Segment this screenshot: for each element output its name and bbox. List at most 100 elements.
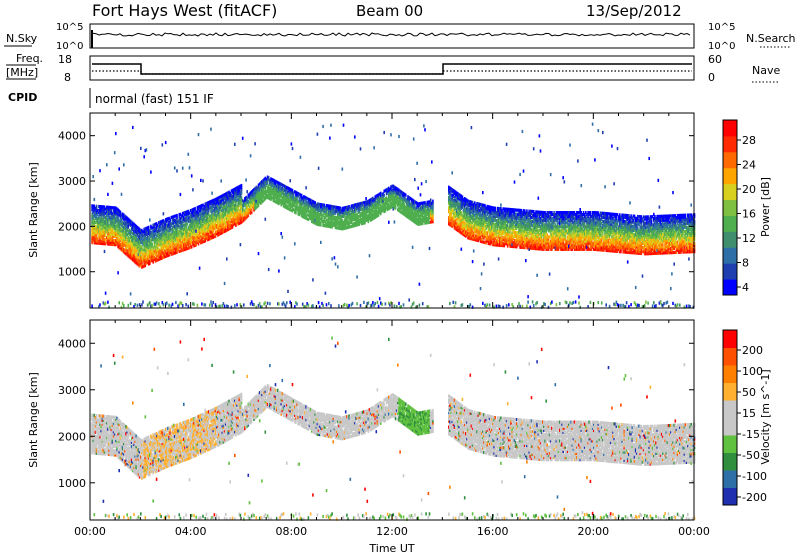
power-cell (378, 198, 381, 202)
power-cell (188, 166, 191, 170)
power-cell (178, 235, 181, 239)
power-cell (137, 241, 140, 245)
power-cell (184, 237, 186, 241)
power-cell (99, 303, 101, 307)
power-cell (108, 232, 110, 236)
power-cell (167, 241, 169, 245)
power-cell (346, 213, 348, 217)
power-cell (394, 190, 397, 194)
power-cell (200, 235, 202, 239)
power-cell (226, 208, 228, 212)
power-cell (142, 256, 144, 260)
power-cell (160, 254, 162, 258)
power-cell (342, 212, 345, 216)
power-cell (288, 191, 290, 195)
power-cell (137, 257, 140, 261)
power-cell (153, 223, 156, 227)
power-cell (292, 195, 295, 199)
power-cell (214, 214, 217, 218)
power-cell (314, 219, 316, 223)
power-cell (176, 213, 178, 218)
power-cell (164, 232, 167, 236)
power-cell (373, 216, 375, 220)
power-cell (279, 200, 281, 204)
power-cell (235, 217, 237, 221)
power-cell (161, 237, 164, 242)
power-cell (311, 304, 313, 308)
power-cell (153, 243, 156, 247)
power-cell (160, 246, 162, 250)
power-cell (138, 303, 141, 307)
power-cell (204, 212, 207, 216)
power-cell (383, 130, 385, 135)
power-cell (110, 238, 113, 242)
power-cell (311, 201, 313, 205)
power-cell (239, 243, 242, 247)
power-cell (266, 195, 269, 200)
power-cell (207, 217, 210, 221)
power-cell (176, 218, 178, 222)
power-cell (337, 265, 339, 269)
power-cell (300, 202, 303, 206)
power-cell (195, 241, 197, 245)
power-cell (278, 183, 280, 187)
power-cell (126, 236, 128, 241)
power-cell (361, 221, 364, 225)
power-cell (141, 232, 143, 236)
power-cell (160, 232, 162, 236)
power-cell (229, 206, 231, 210)
power-cell (398, 190, 400, 194)
power-cell (371, 201, 373, 205)
power-cell (185, 303, 187, 307)
power-cell (403, 213, 406, 217)
power-cell (155, 238, 158, 242)
power-cell (137, 252, 140, 257)
power-cell (258, 200, 261, 204)
power-cell (201, 236, 203, 240)
power-cell (207, 203, 210, 207)
power-cell (282, 192, 285, 196)
power-cell (298, 192, 301, 196)
power-cell (99, 225, 101, 229)
power-cell (202, 236, 204, 240)
power-cell (386, 207, 389, 212)
power-cell (341, 167, 344, 171)
power-cell (181, 234, 184, 238)
power-cell (277, 183, 279, 187)
power-cell (141, 265, 143, 269)
power-cell (125, 221, 127, 225)
power-cell (249, 201, 252, 205)
power-cell (211, 234, 213, 238)
power-cell (146, 238, 149, 242)
power-cell (281, 302, 284, 306)
power-cell (245, 195, 247, 199)
power-cell (187, 304, 190, 308)
power-cell (184, 241, 186, 245)
power-cell (209, 235, 211, 239)
power-cell (158, 229, 160, 233)
power-cell (205, 234, 208, 238)
power-cell (273, 189, 276, 193)
power-cell (223, 201, 226, 205)
power-cell (102, 205, 105, 209)
power-cell (351, 214, 354, 218)
power-cell (101, 211, 104, 215)
power-cell (171, 227, 174, 231)
power-cell (179, 235, 182, 239)
power-cell (108, 205, 110, 209)
power-cell (170, 238, 173, 242)
power-cell (237, 216, 239, 220)
power-cell (265, 196, 268, 200)
power-cell (94, 208, 97, 212)
power-cell (171, 240, 174, 244)
power-cell (144, 231, 147, 235)
power-cell (178, 219, 181, 223)
power-cell (332, 223, 335, 227)
power-cell (213, 202, 216, 206)
noise-series (91, 32, 691, 37)
power-cell (185, 216, 187, 220)
power-cell (408, 212, 410, 216)
power-cell (192, 302, 194, 306)
power-cell (115, 224, 117, 228)
power-cell (197, 211, 200, 215)
